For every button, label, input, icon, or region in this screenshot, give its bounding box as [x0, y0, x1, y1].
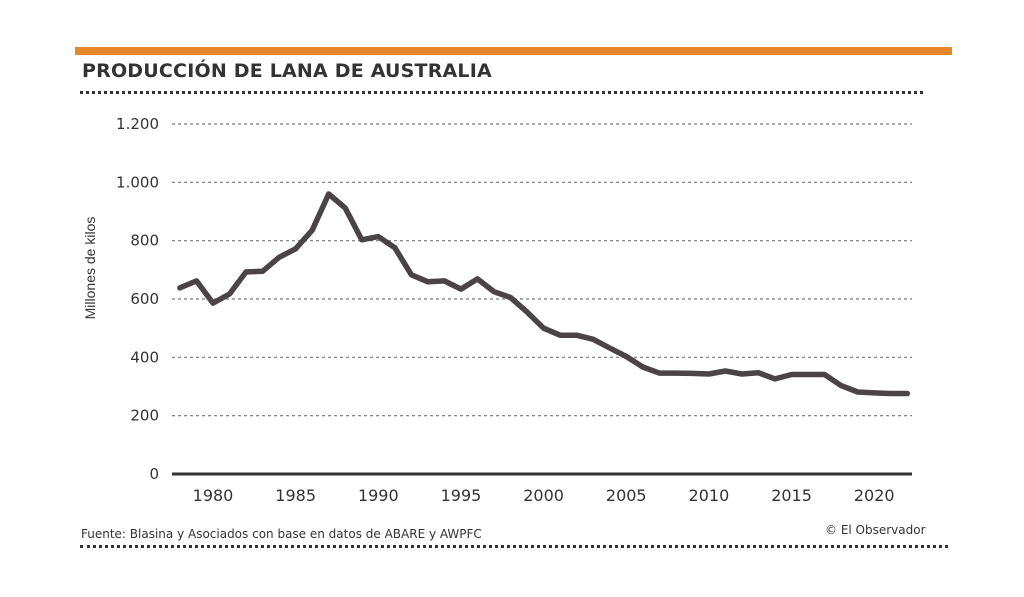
accent-bar — [75, 47, 952, 55]
x-tick-label: 2000 — [523, 486, 564, 505]
x-tick-label: 1985 — [275, 486, 316, 505]
x-tick-label: 2005 — [606, 486, 647, 505]
y-tick-label: 1.200 — [116, 115, 159, 133]
y-axis-label: Millones de kilos — [82, 217, 98, 320]
x-tick-label: 2010 — [689, 486, 730, 505]
y-tick-label: 0 — [149, 465, 159, 483]
copyright-note: © El Observador — [825, 523, 926, 537]
x-tick-labels: 1980 1985 1990 1995 2000 2005 2010 2015 2020 — [193, 486, 895, 505]
x-tick-label: 2015 — [771, 486, 812, 505]
x-tick-label: 1980 — [193, 486, 234, 505]
y-tick-label: 1.000 — [116, 173, 159, 191]
y-tick-label: 200 — [130, 407, 159, 425]
title-divider — [80, 91, 923, 94]
series-line-wool-production — [177, 191, 911, 397]
data-points — [180, 194, 908, 394]
y-tick-label: 400 — [130, 348, 159, 366]
y-tick-label: 800 — [130, 232, 159, 250]
source-note: Fuente: Blasina y Asociados con base en … — [81, 527, 482, 541]
x-tick-label: 1990 — [358, 486, 399, 505]
footer-divider — [80, 545, 948, 548]
chart-title: PRODUCCIÓN DE LANA DE AUSTRALIA — [82, 60, 492, 82]
y-tick-labels: 0 200 400 600 800 1.000 1.200 — [116, 115, 159, 483]
x-tick-label: 1995 — [441, 486, 482, 505]
x-tick-label: 2020 — [854, 486, 895, 505]
y-tick-label: 600 — [130, 290, 159, 308]
